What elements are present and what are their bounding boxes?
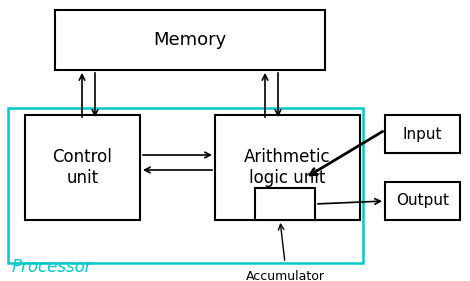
Text: Output: Output bbox=[396, 194, 449, 209]
Bar bbox=[25, 115, 140, 220]
Bar bbox=[255, 188, 315, 220]
Bar bbox=[8, 108, 363, 263]
Bar bbox=[385, 115, 460, 153]
Text: Processor: Processor bbox=[12, 258, 93, 276]
Text: Accumulator: Accumulator bbox=[245, 270, 324, 281]
Text: Control
unit: Control unit bbox=[53, 148, 112, 187]
Bar bbox=[215, 115, 360, 220]
Text: Arithmetic
logic unit: Arithmetic logic unit bbox=[244, 148, 331, 187]
Text: Memory: Memory bbox=[153, 31, 227, 49]
Bar bbox=[385, 182, 460, 220]
Text: Input: Input bbox=[403, 126, 442, 142]
Bar bbox=[55, 10, 325, 70]
